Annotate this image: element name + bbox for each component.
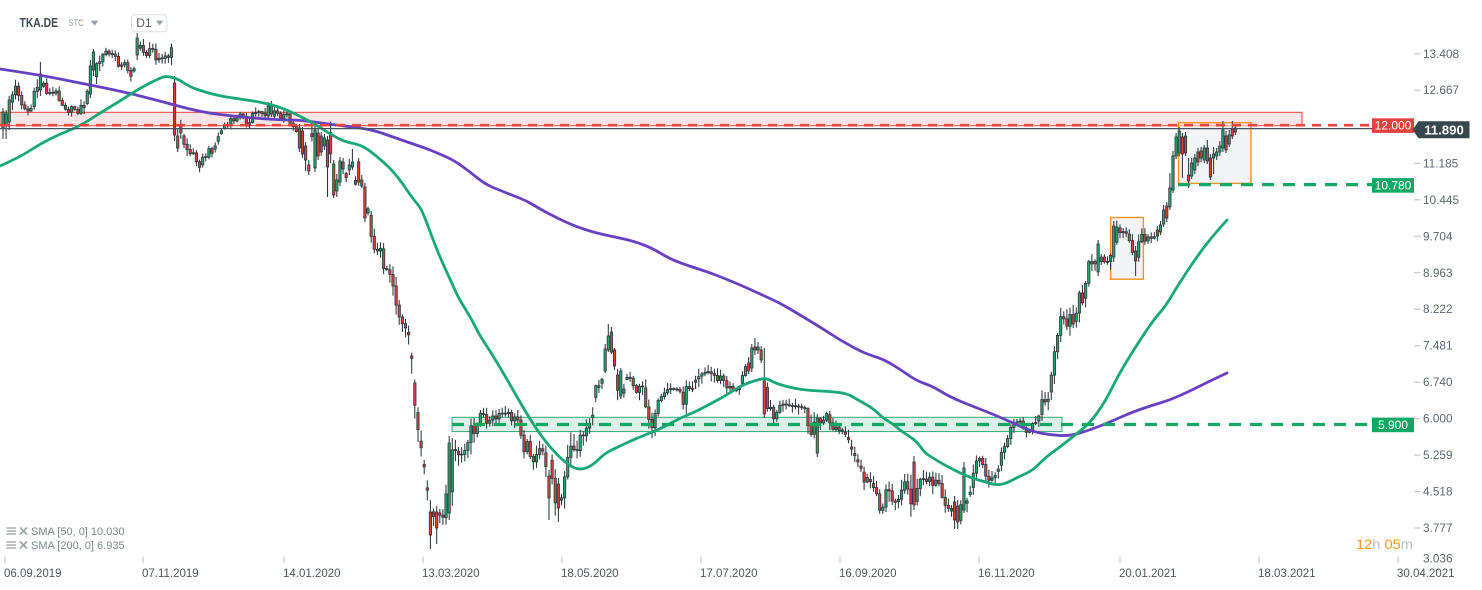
svg-text:20.01.2021: 20.01.2021 xyxy=(1119,568,1177,580)
svg-text:11.185: 11.185 xyxy=(1423,156,1459,170)
svg-text:07.11.2019: 07.11.2019 xyxy=(142,568,199,580)
svg-text:06.09.2019: 06.09.2019 xyxy=(4,568,62,580)
svg-text:3.036: 3.036 xyxy=(1423,552,1453,566)
svg-text:10.780: 10.780 xyxy=(1375,179,1412,193)
svg-text:16.11.2020: 16.11.2020 xyxy=(978,568,1035,580)
svg-text:18.03.2021: 18.03.2021 xyxy=(1258,568,1316,580)
svg-text:18.05.2020: 18.05.2020 xyxy=(561,568,619,580)
svg-text:4.518: 4.518 xyxy=(1423,485,1453,499)
svg-text:6.740: 6.740 xyxy=(1423,375,1453,389)
svg-text:D1: D1 xyxy=(136,16,152,30)
svg-text:17.07.2020: 17.07.2020 xyxy=(700,568,758,580)
svg-text:13.408: 13.408 xyxy=(1423,47,1460,61)
svg-text:5.259: 5.259 xyxy=(1423,448,1453,462)
svg-text:6.000: 6.000 xyxy=(1423,412,1453,426)
svg-text:9.704: 9.704 xyxy=(1423,229,1453,243)
svg-text:7.481: 7.481 xyxy=(1423,339,1453,353)
svg-text:SMA [200, 0] 6.935: SMA [200, 0] 6.935 xyxy=(31,540,125,552)
svg-text:STC: STC xyxy=(69,18,84,28)
svg-text:30.04.2021: 30.04.2021 xyxy=(1397,568,1455,580)
svg-text:14.01.2020: 14.01.2020 xyxy=(283,568,341,580)
svg-text:5.900: 5.900 xyxy=(1378,418,1408,432)
svg-text:8.963: 8.963 xyxy=(1423,266,1453,280)
svg-text:12.000: 12.000 xyxy=(1375,119,1412,133)
svg-text:12h 05m: 12h 05 m xyxy=(1356,537,1413,552)
svg-text:13.03.2020: 13.03.2020 xyxy=(422,568,480,580)
svg-text:16.09.2020: 16.09.2020 xyxy=(839,568,897,580)
svg-text:8.222: 8.222 xyxy=(1423,302,1453,316)
svg-text:TKA.DE: TKA.DE xyxy=(20,16,59,30)
svg-text:12.667: 12.667 xyxy=(1423,83,1459,97)
svg-text:3.777: 3.777 xyxy=(1423,521,1453,535)
svg-text:SMA [50, 0] 10.030: SMA [50, 0] 10.030 xyxy=(31,526,125,538)
svg-text:10.445: 10.445 xyxy=(1423,193,1460,207)
svg-text:11.890: 11.890 xyxy=(1424,122,1464,137)
